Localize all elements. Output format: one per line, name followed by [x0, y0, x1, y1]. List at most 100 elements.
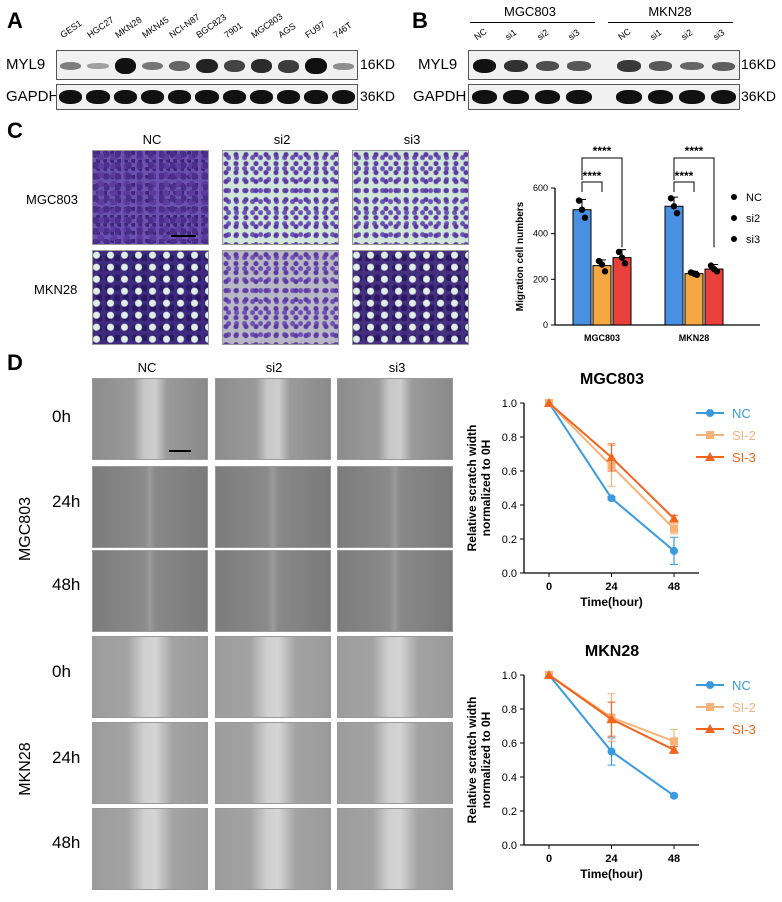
- transwell-mkn28-si2: [222, 250, 339, 345]
- panel-label-a: A: [7, 8, 23, 33]
- sig-bracket: [673, 181, 695, 192]
- y-tick-label: 0.8: [502, 432, 517, 444]
- chart-title: MKN28: [585, 643, 639, 660]
- y-tick-label: 0.6: [502, 738, 517, 750]
- data-point: [601, 268, 609, 275]
- scratch-image-nc-row1: [92, 378, 208, 460]
- data-point: [615, 248, 623, 256]
- timepoint-48h-b: 48h: [52, 833, 81, 852]
- y-tick-label: 0.0: [502, 840, 517, 852]
- point-SI-3: [544, 398, 554, 407]
- point-SI-2: [670, 524, 678, 533]
- legend-label: SI-2: [732, 428, 756, 443]
- legend-marker: [731, 215, 737, 221]
- scratch-image-nc-row3: [92, 550, 208, 632]
- y-axis-title: Migration cell numbers: [515, 201, 526, 311]
- col-label-d-si3: si3: [388, 360, 406, 375]
- myl9-band: [114, 58, 136, 74]
- gapdh-band-b: [647, 90, 674, 104]
- myl9-band: [169, 61, 191, 71]
- legend-marker: [706, 431, 714, 439]
- gapdh-blot: [56, 84, 358, 110]
- gapdh-blot-b: [468, 84, 740, 110]
- row-label-mkn28: MKN28: [34, 282, 78, 297]
- y-tick-label: 0.4: [502, 500, 517, 512]
- scale-bar-d: [169, 450, 191, 452]
- myl9-band-b: [617, 60, 641, 72]
- legend-label: si2: [746, 213, 760, 225]
- legend-marker: [706, 681, 714, 689]
- transwell-mkn28-si3: [352, 250, 469, 345]
- x-tick-label: 48: [668, 853, 680, 865]
- scratch-image-si3-row1: [337, 378, 453, 460]
- panel-label-b: B: [412, 8, 428, 33]
- lane-label-b-si2: si2: [679, 27, 695, 42]
- myl9-band-b: [535, 61, 560, 71]
- legend-label: si3: [746, 234, 760, 246]
- legend-label: SI-2: [732, 700, 756, 715]
- scratch-image-si2-row4: [215, 636, 331, 718]
- myl9-band: [87, 63, 109, 69]
- gapdh-band-b: [566, 90, 592, 104]
- scratch-image-si3-row4: [337, 636, 453, 718]
- x-tick-label: 24: [605, 853, 618, 865]
- y-tick-label: 0: [543, 320, 548, 330]
- legend-label: SI-3: [732, 722, 756, 737]
- size-label-36kd: 36KD: [360, 88, 396, 104]
- lane-label-7901: 7901: [221, 20, 245, 40]
- gapdh-band: [195, 90, 219, 104]
- panel-label-c: C: [7, 118, 23, 143]
- myl9-band-b: [473, 59, 497, 73]
- transwell-mgc803-nc: [92, 150, 209, 245]
- group-line-mkn28: [608, 22, 733, 23]
- sig-label: ****: [583, 169, 602, 183]
- myl9-band: [278, 59, 300, 73]
- timepoint-24h-b: 24h: [52, 748, 81, 767]
- myl9-band: [305, 58, 327, 74]
- data-point: [621, 260, 629, 267]
- y-tick-label: 0.4: [502, 772, 517, 784]
- x-tick-label: 0: [546, 853, 552, 865]
- scratch-image-nc-row6: [92, 808, 208, 890]
- timepoint-0h-b: 0h: [52, 662, 71, 681]
- point-SI-3: [606, 714, 617, 724]
- data-point: [598, 261, 606, 268]
- legend-label: NC: [732, 406, 751, 421]
- cell-line-label-mkn28: MKN28: [17, 742, 34, 796]
- col-label-d-si2: si2: [265, 360, 283, 375]
- myl9-band: [250, 58, 273, 74]
- legend-label: NC: [732, 678, 751, 693]
- row-label-myl9-b: MYL9: [418, 56, 458, 73]
- col-label-d-nc: NC: [137, 360, 157, 375]
- bar-si3: [704, 268, 724, 326]
- col-label-nc: NC: [142, 132, 162, 147]
- category-label: MKN28: [679, 333, 710, 343]
- data-point: [667, 195, 675, 202]
- data-point: [673, 209, 681, 217]
- legend-label: NC: [746, 192, 762, 204]
- timepoint-0h-a: 0h: [52, 407, 71, 426]
- chart-title: MGC803: [580, 371, 644, 388]
- y-axis-title: Relative scratch width: [465, 425, 479, 552]
- size-label-16kd-b: 16KD: [741, 56, 777, 72]
- timepoint-48h-a: 48h: [52, 575, 81, 594]
- size-label-36kd-b: 36KD: [741, 88, 777, 104]
- point-SI-2: [670, 737, 678, 746]
- y-tick-label: 0.2: [502, 534, 517, 546]
- cell-line-label-mgc803: MGC803: [17, 496, 34, 562]
- migration-bar-chart: 0 200 400 600 Migration cell numbers MGC803 **…: [515, 144, 762, 343]
- data-point: [578, 206, 586, 213]
- scratch-image-nc-row4: [92, 636, 208, 718]
- category-label: MGC803: [584, 333, 620, 343]
- myl9-band-b: [711, 61, 735, 71]
- group-label-mgc803: MGC803: [503, 4, 557, 19]
- lane-label-746t: 746T: [330, 20, 354, 40]
- y-tick-label: 0.0: [502, 568, 517, 580]
- myl9-band-b: [648, 61, 673, 71]
- data-point: [618, 254, 626, 261]
- point-SI-3: [669, 513, 679, 523]
- data-point: [713, 268, 721, 275]
- gapdh-band: [113, 90, 137, 104]
- point-SI-3: [606, 452, 617, 462]
- myl9-band: [141, 61, 164, 71]
